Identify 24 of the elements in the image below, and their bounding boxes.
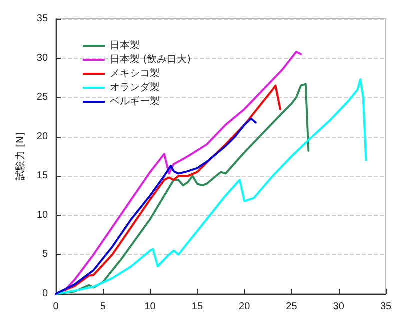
y-tick-label: 35: [36, 14, 48, 24]
legend-label: 日本製 (飲み口大): [110, 54, 192, 66]
x-tick-label: 25: [286, 302, 298, 312]
line-series: [55, 78, 368, 295]
x-tick-label: 5: [100, 302, 106, 312]
y-tick-label: 5: [42, 249, 48, 260]
legend-label: オランダ製: [110, 82, 160, 94]
y-tick-label: 0: [42, 288, 48, 300]
y-tick-label: 15: [36, 170, 48, 182]
x-tick-label: 20: [239, 302, 251, 312]
x-tick-label: 35: [380, 302, 392, 312]
x-tick-label: 0: [53, 302, 60, 312]
y-tick-label: 10: [36, 210, 48, 221]
y-tick-label: 25: [36, 92, 48, 104]
legend-label: ベルギー製: [110, 96, 160, 108]
legend-label: メキシコ製: [110, 68, 160, 80]
y-tick-label: 30: [36, 52, 48, 64]
line-series: [55, 118, 257, 295]
x-tick-label: 30: [333, 302, 345, 312]
x-tick-label: 15: [192, 302, 204, 312]
y-axis-title: 試験力 [N]: [14, 132, 26, 181]
legend-label: 日本製: [110, 40, 140, 52]
y-tick-label: 20: [36, 131, 48, 142]
x-tick-label: 10: [144, 302, 156, 312]
